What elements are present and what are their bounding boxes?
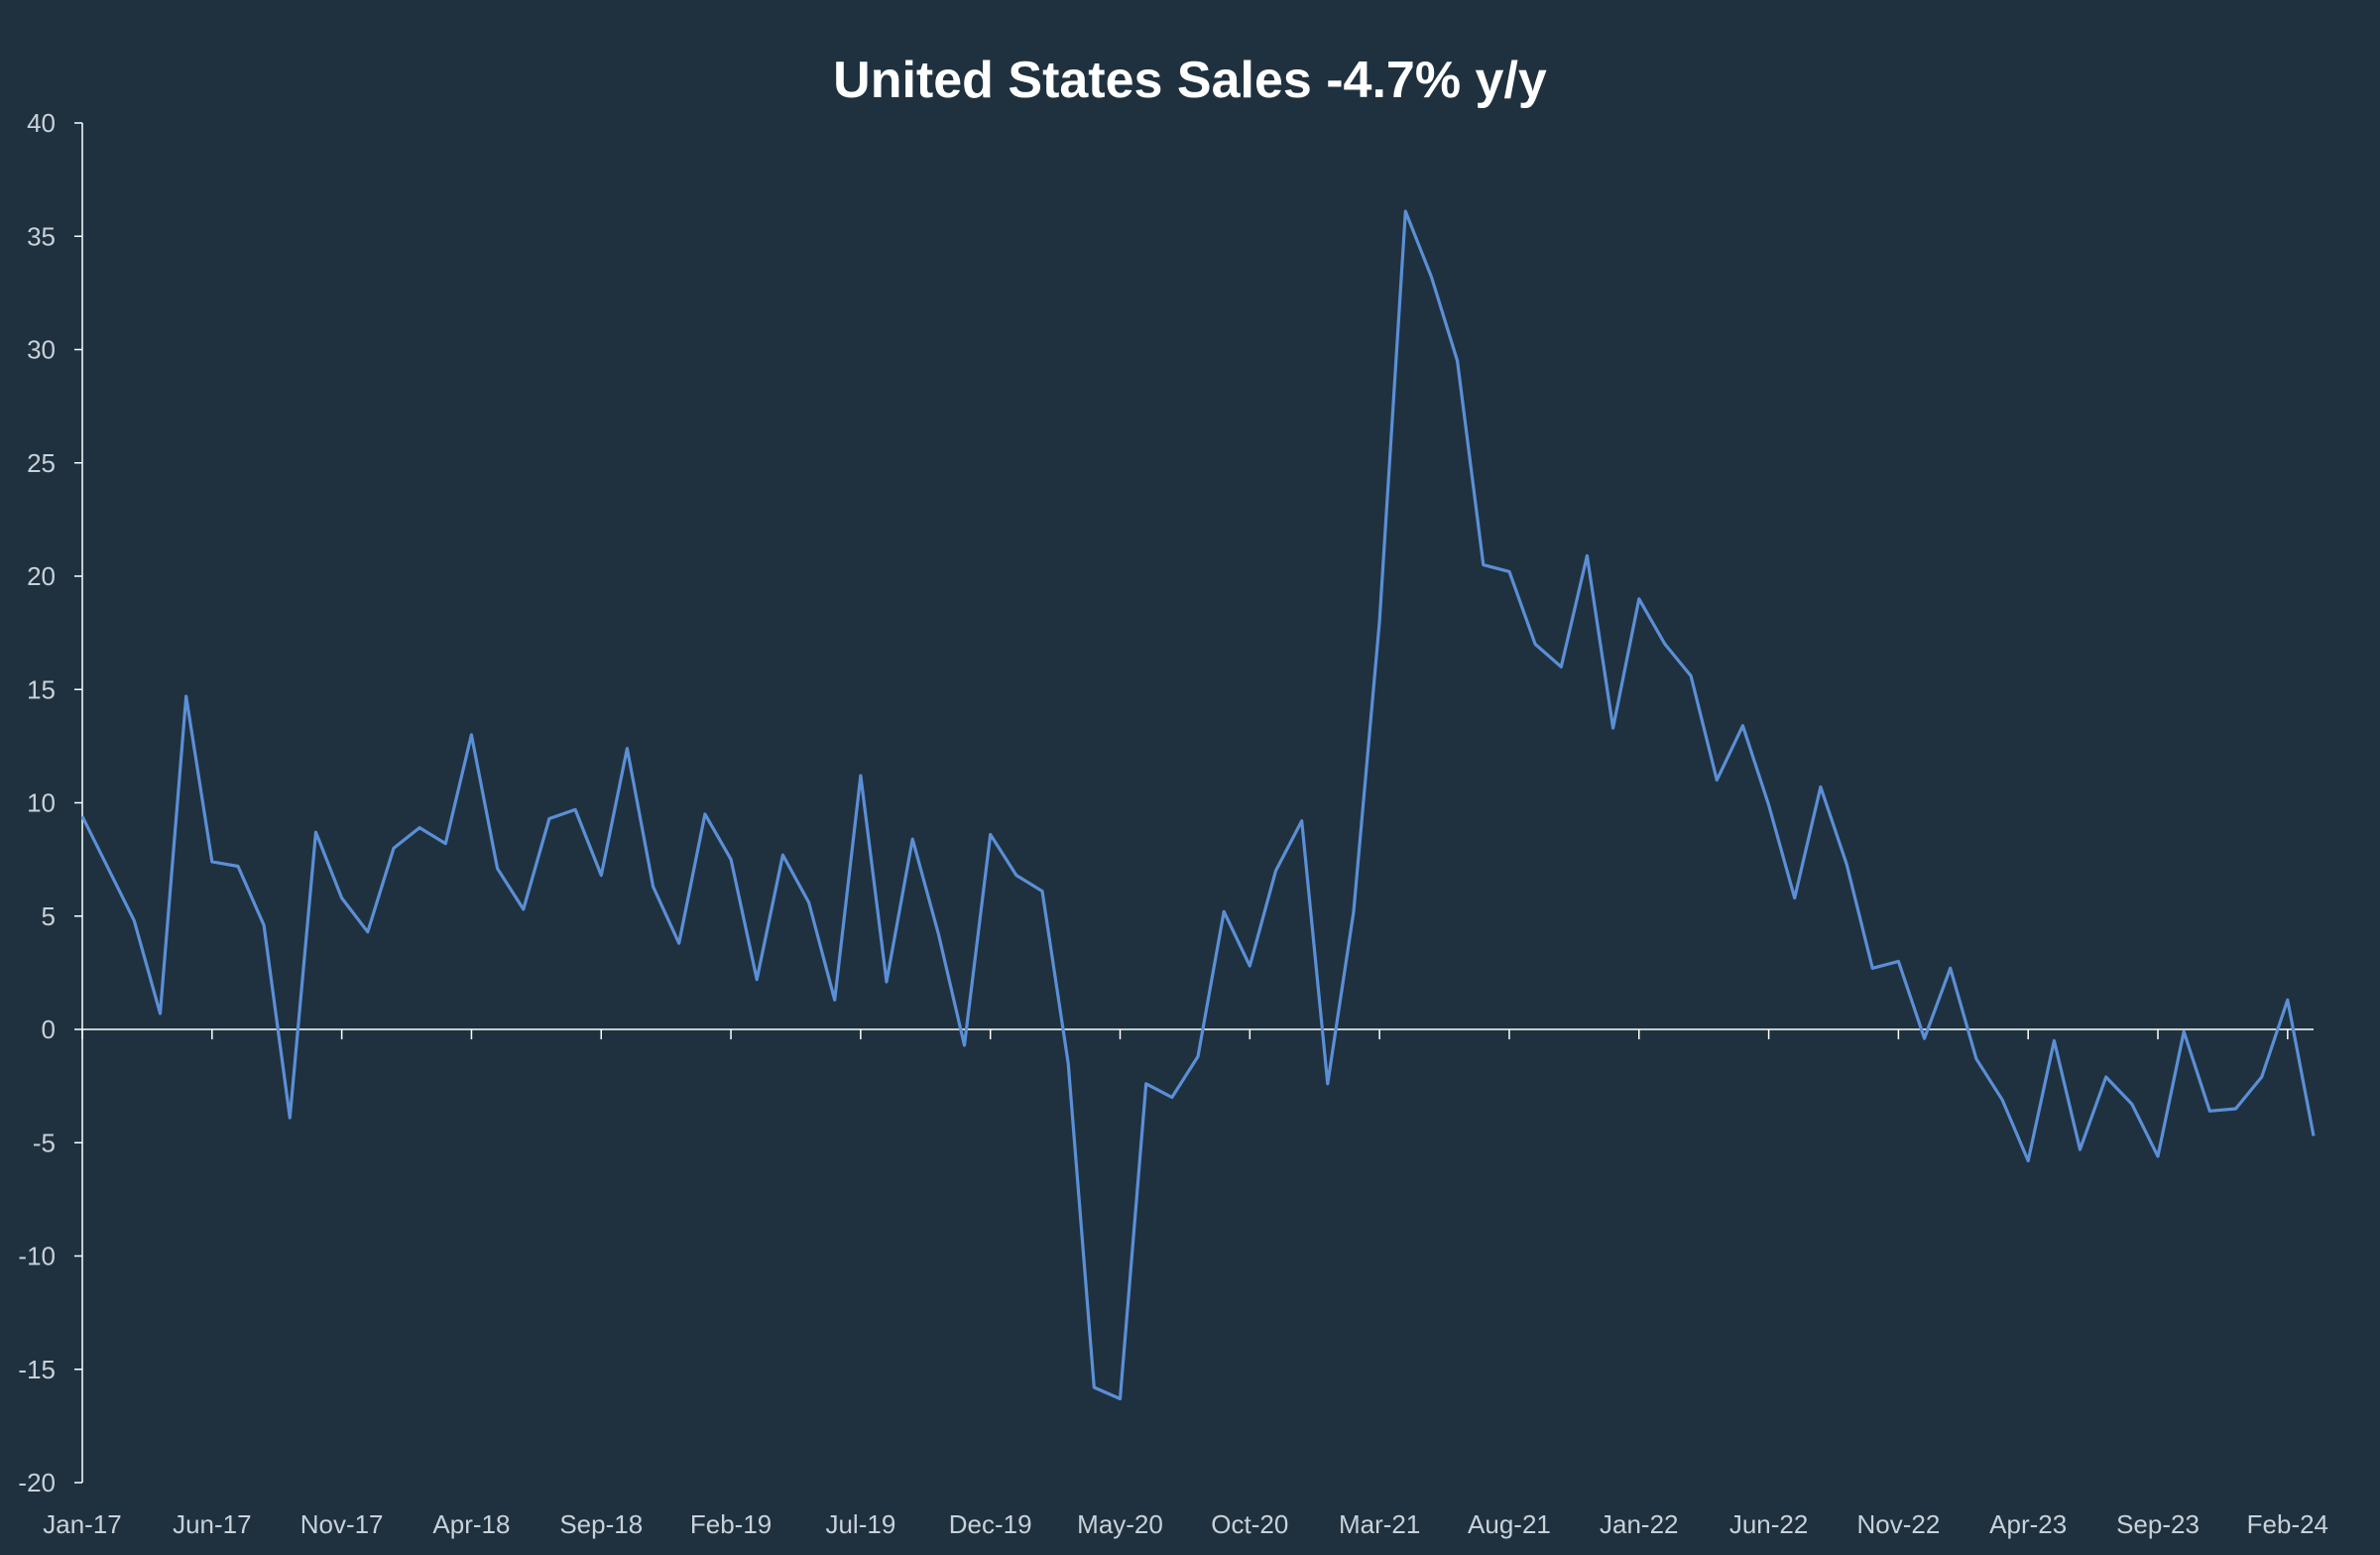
series-line (80, 209, 2316, 1401)
x-tick-label: May-20 (1077, 1509, 1163, 1539)
y-tick-label: 35 (27, 221, 56, 251)
x-tick-label: Sep-23 (2116, 1509, 2200, 1539)
y-tick-label: 40 (27, 108, 56, 138)
x-tick-label: Feb-19 (690, 1509, 772, 1539)
x-tick-label: Nov-22 (1856, 1509, 1940, 1539)
y-tick-label: 0 (42, 1015, 56, 1044)
x-tick-label: Jan-17 (43, 1509, 122, 1539)
x-tick-label: Nov-17 (300, 1509, 384, 1539)
y-tick-label: 20 (27, 561, 56, 591)
y-tick-label: 15 (27, 674, 56, 704)
y-tick-label: 30 (27, 335, 56, 365)
x-tick-label: Oct-20 (1211, 1509, 1288, 1539)
x-tick-label: Jun-17 (173, 1509, 252, 1539)
y-tick-label: 25 (27, 448, 56, 478)
y-tick-label: -10 (18, 1242, 56, 1271)
chart-title: United States Sales -4.7% y/y (833, 52, 1547, 109)
y-tick-label: -15 (18, 1355, 56, 1384)
x-tick-label: Jan-22 (1600, 1509, 1679, 1539)
y-tick-label: -5 (33, 1128, 56, 1157)
x-tick-label: Apr-18 (432, 1509, 510, 1539)
y-tick-label: 5 (42, 901, 56, 931)
x-tick-label: Sep-18 (559, 1509, 643, 1539)
x-tick-label: Jun-22 (1729, 1509, 1809, 1539)
y-tick-label: -20 (18, 1468, 56, 1497)
x-tick-label: Dec-19 (949, 1509, 1032, 1539)
x-tick-label: Mar-21 (1339, 1509, 1420, 1539)
y-tick-label: 10 (27, 788, 56, 818)
x-tick-label: Apr-23 (1989, 1509, 2067, 1539)
x-tick-label: Aug-21 (1468, 1509, 1551, 1539)
x-tick-label: Feb-24 (2247, 1509, 2328, 1539)
x-tick-label: Jul-19 (825, 1509, 895, 1539)
